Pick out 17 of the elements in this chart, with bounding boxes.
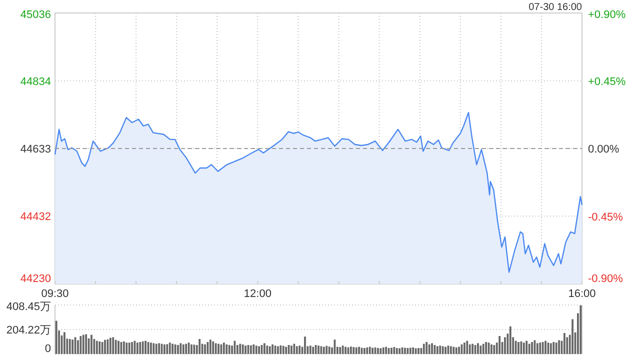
- y-tick-label: 44633: [20, 144, 51, 156]
- y-tick-label: 0: [44, 343, 51, 355]
- text: 07-30 16:00: [528, 2, 582, 13]
- y-tick-label: 44834: [20, 76, 51, 88]
- y-tick-label: 204.22万: [6, 324, 51, 336]
- y2-tick-label: +0.45%: [588, 76, 626, 88]
- y2-tick-label: +0.90%: [588, 9, 626, 21]
- y-tick-label: 45036: [20, 9, 51, 21]
- y-tick-label: 44432: [20, 211, 51, 224]
- x-tick-label: 16:00: [568, 288, 596, 300]
- y2-tick-label: 0.00%: [588, 144, 620, 156]
- y-tick-label: 44230: [20, 273, 51, 285]
- x-tick-label: 09:30: [41, 288, 69, 300]
- y-tick-label: 408.45万: [6, 301, 51, 313]
- x-tick-label: 12:00: [244, 288, 272, 300]
- y2-tick-label: -0.45%: [588, 211, 624, 224]
- y2-tick-label: -0.90%: [588, 273, 624, 285]
